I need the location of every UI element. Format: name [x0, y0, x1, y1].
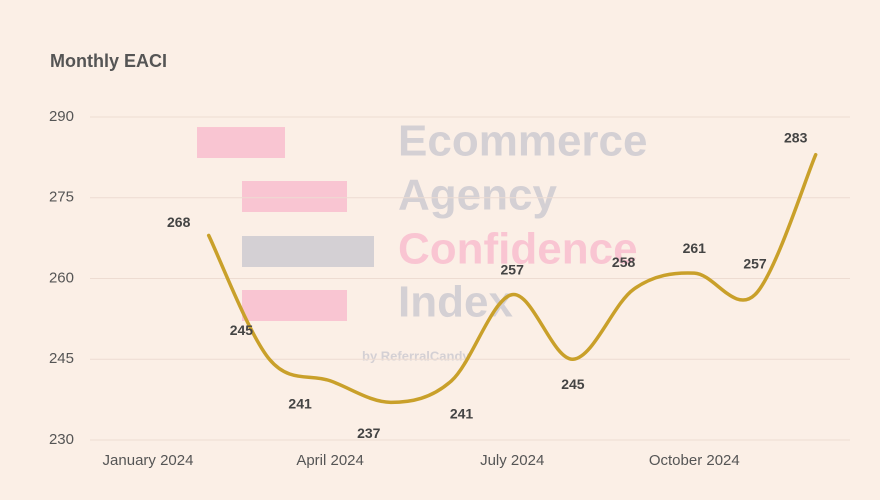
- watermark-text: Ecommerce: [398, 117, 647, 166]
- watermark-text: Index: [398, 278, 513, 327]
- x-tick-label: October 2024: [649, 452, 740, 469]
- line: [206, 152, 818, 405]
- data-label: 268: [167, 214, 191, 230]
- y-tick-label: 290: [49, 108, 74, 125]
- data-label: 258: [612, 254, 636, 270]
- data-label: 237: [357, 425, 381, 441]
- y-tick-label: 230: [49, 431, 74, 448]
- watermark: Ecommerce Agency Confidence Index by Ref…: [197, 117, 647, 363]
- y-tick-label: 275: [49, 189, 74, 206]
- data-label: 245: [561, 376, 585, 392]
- data-label: 241: [288, 395, 312, 411]
- watermark-bar: [242, 290, 347, 321]
- data-label: 245: [230, 322, 254, 338]
- watermark-text: Confidence: [398, 225, 638, 274]
- x-tick-label: July 2024: [480, 452, 544, 469]
- watermark-bar: [242, 236, 374, 267]
- x-tick-label: April 2024: [296, 452, 364, 469]
- data-label: 261: [683, 240, 707, 256]
- data-label: 241: [450, 405, 474, 421]
- chart-title: Monthly EACI: [50, 51, 167, 71]
- x-tick-label: January 2024: [103, 452, 194, 469]
- data-label: 257: [501, 261, 525, 277]
- y-tick-label: 245: [49, 350, 74, 367]
- watermark-byline: by ReferralCandy: [362, 348, 470, 363]
- watermark-bar: [197, 127, 285, 158]
- watermark-text: Agency: [398, 171, 557, 220]
- data-label: 283: [784, 129, 808, 145]
- watermark-bar: [242, 181, 347, 212]
- data-label: 257: [743, 255, 767, 271]
- y-tick-label: 260: [49, 269, 74, 286]
